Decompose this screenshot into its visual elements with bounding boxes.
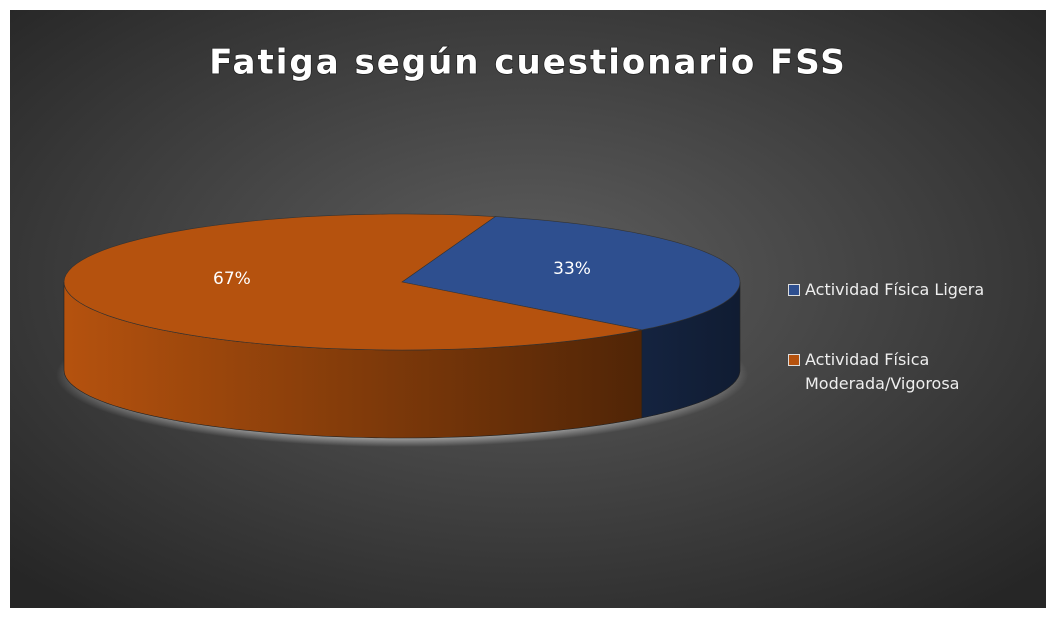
- legend-label: Actividad Física Ligera: [805, 280, 985, 299]
- legend-item: Actividad Física Ligera: [788, 278, 1028, 302]
- data-label: 67%: [213, 269, 251, 289]
- data-label: 33%: [553, 259, 591, 279]
- legend-label: Actividad Física Moderada/Vigorosa: [805, 350, 960, 393]
- pie-slice: [63, 213, 642, 351]
- pie: 33% 67%: [63, 213, 741, 439]
- chart-title: Fatiga según cuestionario FSS: [209, 43, 846, 83]
- pie-slice: [401, 216, 741, 331]
- legend-swatch: [788, 284, 800, 296]
- legend-swatch: [788, 354, 800, 366]
- legend-item: Actividad Física Moderada/Vigorosa: [788, 348, 1028, 396]
